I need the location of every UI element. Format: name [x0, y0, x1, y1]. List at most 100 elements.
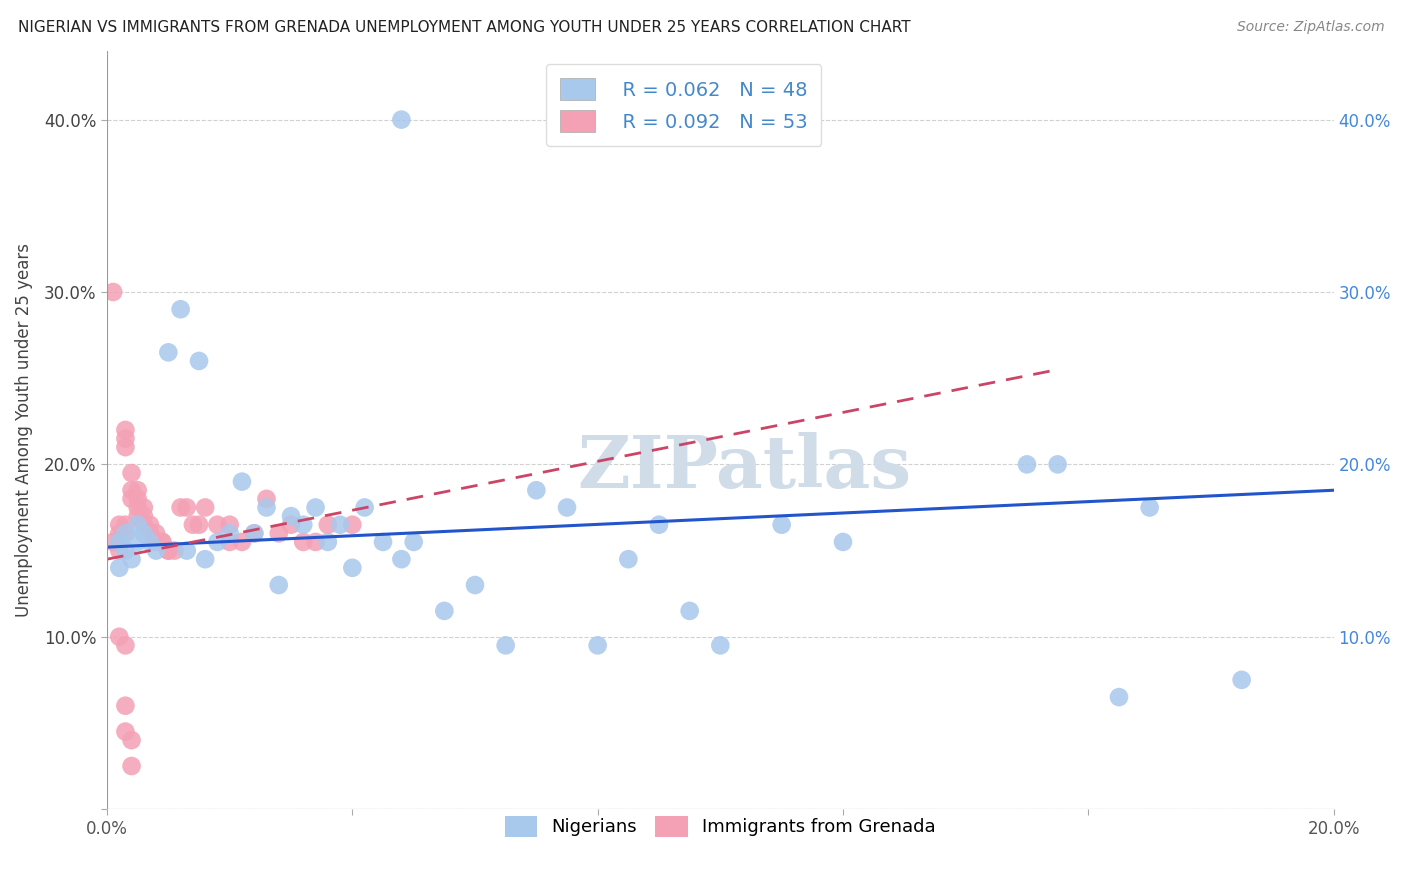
Point	[256, 491, 278, 506]
Point	[121, 466, 143, 480]
Point	[218, 535, 240, 549]
Point	[108, 535, 131, 549]
Point	[139, 526, 162, 541]
Point	[114, 432, 136, 446]
Point	[433, 604, 456, 618]
Point	[188, 354, 211, 368]
Point	[132, 500, 155, 515]
Y-axis label: Unemployment Among Youth under 25 years: Unemployment Among Youth under 25 years	[15, 243, 32, 617]
Point	[679, 604, 702, 618]
Point	[114, 724, 136, 739]
Point	[127, 491, 149, 506]
Point	[121, 491, 143, 506]
Point	[163, 543, 186, 558]
Point	[176, 500, 198, 515]
Point	[304, 500, 326, 515]
Point	[207, 517, 229, 532]
Point	[586, 639, 609, 653]
Point	[316, 535, 339, 549]
Text: Source: ZipAtlas.com: Source: ZipAtlas.com	[1237, 20, 1385, 34]
Point	[114, 639, 136, 653]
Point	[555, 500, 578, 515]
Point	[114, 440, 136, 454]
Text: NIGERIAN VS IMMIGRANTS FROM GRENADA UNEMPLOYMENT AMONG YOUTH UNDER 25 YEARS CORR: NIGERIAN VS IMMIGRANTS FROM GRENADA UNEM…	[18, 20, 911, 35]
Point	[218, 526, 240, 541]
Point	[1015, 458, 1038, 472]
Point	[181, 517, 204, 532]
Point	[648, 517, 671, 532]
Point	[1108, 690, 1130, 704]
Point	[108, 543, 131, 558]
Point	[267, 526, 290, 541]
Point	[108, 517, 131, 532]
Point	[207, 535, 229, 549]
Point	[139, 535, 162, 549]
Point	[108, 526, 131, 541]
Point	[114, 526, 136, 541]
Point	[231, 475, 253, 489]
Point	[464, 578, 486, 592]
Point	[139, 517, 162, 532]
Point	[495, 639, 517, 653]
Point	[108, 630, 131, 644]
Point	[150, 535, 173, 549]
Point	[709, 639, 731, 653]
Point	[114, 543, 136, 558]
Point	[280, 509, 302, 524]
Point	[391, 552, 413, 566]
Point	[169, 500, 191, 515]
Point	[243, 526, 266, 541]
Point	[101, 535, 124, 549]
Point	[157, 543, 180, 558]
Point	[194, 500, 217, 515]
Point	[127, 517, 149, 532]
Point	[188, 517, 211, 532]
Point	[169, 302, 191, 317]
Point	[617, 552, 640, 566]
Point	[127, 500, 149, 515]
Point	[176, 543, 198, 558]
Point	[121, 733, 143, 747]
Point	[121, 483, 143, 498]
Point	[524, 483, 547, 498]
Point	[832, 535, 855, 549]
Point	[292, 535, 315, 549]
Point	[1046, 458, 1069, 472]
Point	[329, 517, 352, 532]
Point	[157, 543, 180, 558]
Point	[127, 535, 149, 549]
Point	[114, 698, 136, 713]
Point	[108, 561, 131, 575]
Point	[157, 345, 180, 359]
Point	[280, 517, 302, 532]
Point	[770, 517, 793, 532]
Point	[145, 526, 167, 541]
Point	[114, 517, 136, 532]
Point	[267, 578, 290, 592]
Point	[114, 423, 136, 437]
Point	[194, 552, 217, 566]
Point	[127, 483, 149, 498]
Point	[316, 517, 339, 532]
Point	[256, 500, 278, 515]
Point	[402, 535, 425, 549]
Point	[132, 517, 155, 532]
Point	[1230, 673, 1253, 687]
Point	[342, 517, 364, 532]
Point	[121, 759, 143, 773]
Point	[114, 526, 136, 541]
Point	[371, 535, 394, 549]
Point	[231, 535, 253, 549]
Point	[243, 526, 266, 541]
Point	[139, 526, 162, 541]
Point	[108, 535, 131, 549]
Point	[132, 526, 155, 541]
Point	[150, 535, 173, 549]
Point	[132, 509, 155, 524]
Point	[145, 543, 167, 558]
Point	[121, 552, 143, 566]
Point	[1139, 500, 1161, 515]
Point	[353, 500, 375, 515]
Point	[145, 535, 167, 549]
Point	[127, 509, 149, 524]
